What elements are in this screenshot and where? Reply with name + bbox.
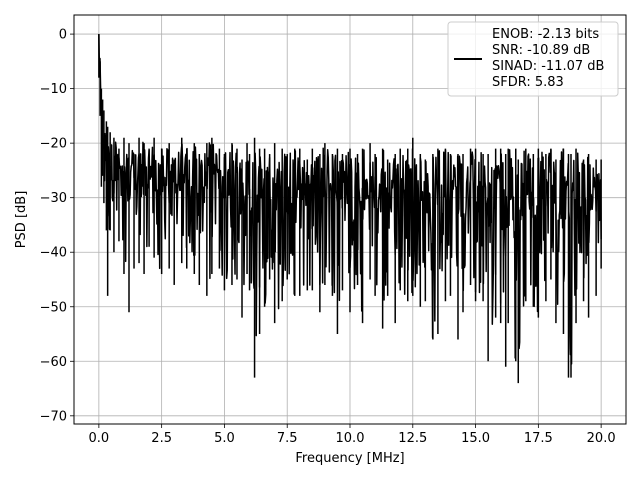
x-tick-label: 7.5 (277, 431, 298, 446)
y-axis-ticks: 0 −10 −20 −30 −40 −50 −60 −70 (40, 28, 74, 424)
legend: ENOB: -2.13 bits SNR: -10.89 dB SINAD: -… (447, 21, 619, 97)
x-tick-label: 0.0 (89, 431, 110, 446)
y-tick-label: −70 (40, 409, 67, 424)
y-axis-label: PSD [dB] (14, 191, 29, 249)
x-tick-label: 5.0 (214, 431, 235, 446)
legend-sinad: SINAD: -11.07 dB (492, 59, 604, 74)
x-tick-label: 10.0 (336, 431, 365, 446)
legend-sfdr: SFDR: 5.83 (492, 75, 564, 90)
x-tick-label: 15.0 (461, 431, 490, 446)
x-tick-label: 17.5 (524, 431, 553, 446)
y-tick-label: −20 (40, 137, 67, 152)
x-tick-label: 2.5 (151, 431, 172, 446)
x-axis-ticks: 0.0 2.5 5.0 7.5 10.0 12.5 15.0 17.5 20.0 (89, 424, 616, 446)
y-tick-label: −10 (40, 82, 67, 97)
legend-snr: SNR: -10.89 dB (492, 43, 590, 58)
y-tick-label: −50 (40, 300, 67, 315)
y-tick-label: 0 (59, 28, 67, 43)
plot-area (98, 34, 602, 384)
x-tick-label: 20.0 (587, 431, 616, 446)
legend-box (447, 21, 619, 97)
y-tick-label: −30 (40, 191, 67, 206)
y-tick-label: −40 (40, 246, 67, 261)
y-tick-label: −60 (40, 355, 67, 370)
legend-enob: ENOB: -2.13 bits (492, 27, 599, 42)
x-tick-label: 12.5 (398, 431, 427, 446)
x-axis-label: Frequency [MHz] (295, 451, 404, 466)
